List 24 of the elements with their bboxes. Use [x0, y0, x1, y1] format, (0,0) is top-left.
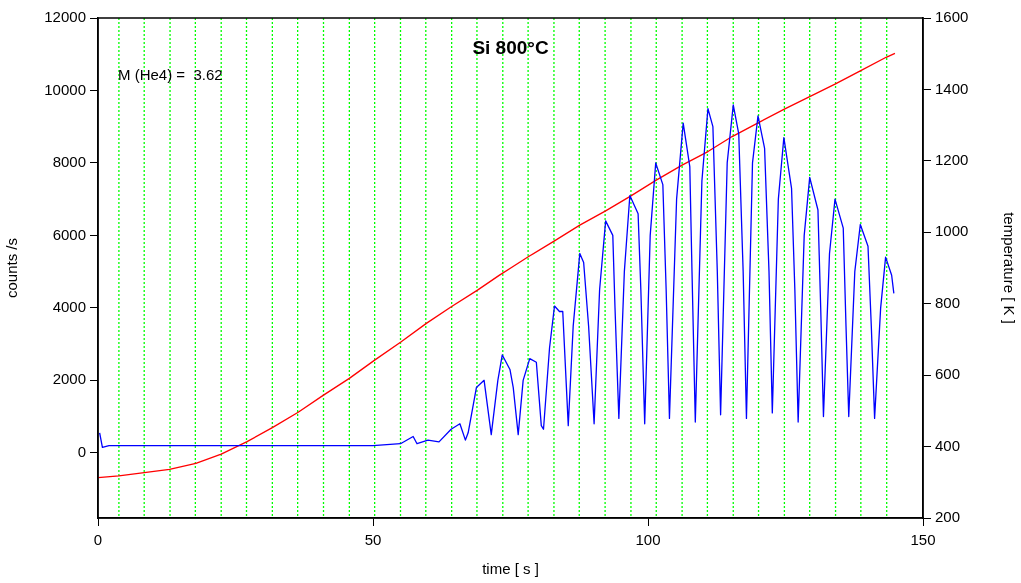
y2-tick-label: 1600	[935, 8, 969, 26]
x-tick-label: 150	[910, 531, 936, 549]
y-tick-label: 6000	[52, 225, 86, 243]
y2-tick-label: 1200	[935, 151, 969, 168]
y-tick-label: 0	[77, 442, 86, 460]
y2-tick-label: 400	[935, 436, 961, 454]
y-tick-label: 4000	[52, 298, 86, 315]
y2-tick-label: 1000	[935, 222, 969, 240]
x-axis-title: time [ s ]	[482, 560, 539, 578]
y2-tick-label: 800	[935, 293, 961, 311]
y-tick-label: 2000	[52, 370, 86, 388]
text: Si 800°C	[472, 37, 549, 58]
x-tick-label: 50	[364, 531, 382, 549]
y-tick-label: 12000	[44, 8, 86, 26]
y-tick-label: 8000	[52, 153, 86, 171]
y2-tick-label: 1400	[935, 79, 969, 97]
y2-tick-label: 600	[935, 365, 961, 383]
x-tick-label: 100	[635, 531, 661, 549]
y2-tick-label: 200	[935, 508, 961, 526]
y2-axis-title: temperature [ K ]	[1000, 212, 1018, 324]
y-tick-label: 10000	[44, 80, 86, 98]
y-axis-title: counts /s	[3, 237, 21, 299]
annotation: M (He4) = 3.62	[118, 66, 223, 83]
x-tick-label: 0	[93, 531, 103, 549]
